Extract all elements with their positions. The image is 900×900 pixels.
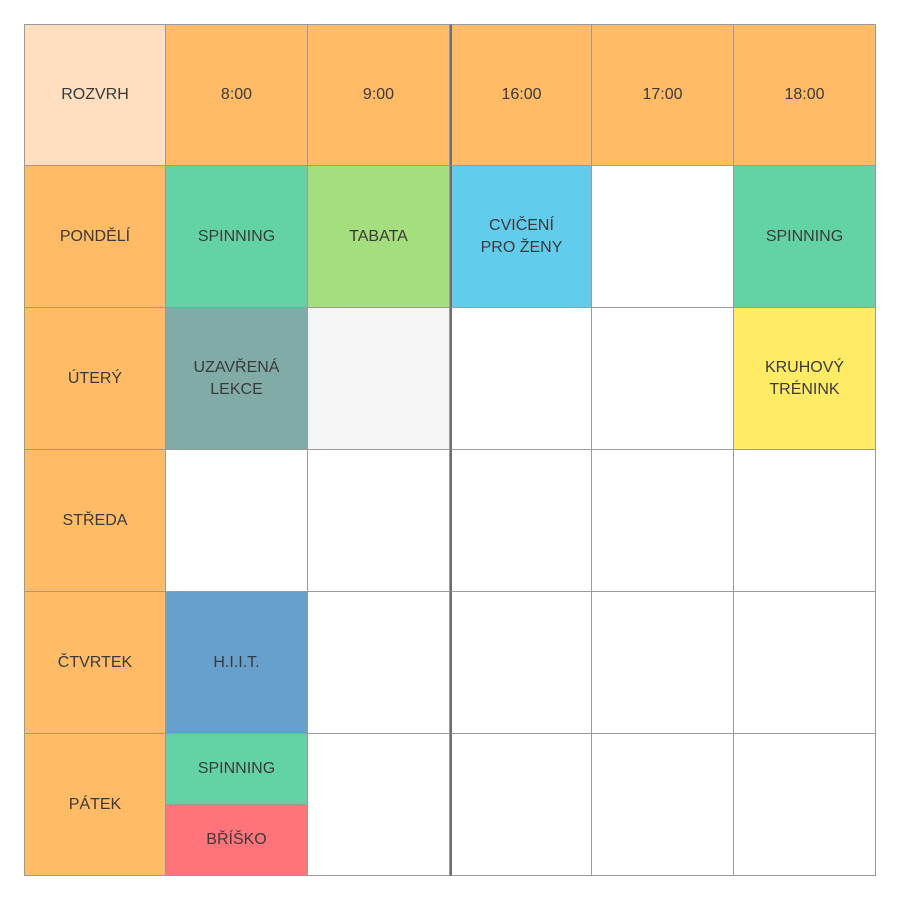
time-header-18: 18:00 [734, 24, 876, 166]
time-label: 16:00 [501, 86, 542, 103]
empty-cell-thursday-18 [734, 592, 876, 734]
class-cell-monday-8[interactable]: SPINNING [166, 166, 308, 308]
empty-cell-friday-16 [450, 734, 592, 876]
time-header-16: 16:00 [450, 24, 592, 166]
time-label: 8:00 [220, 86, 253, 103]
class-label: BŘÍŠKO [206, 830, 267, 848]
day-header-friday: PÁTEK [24, 734, 166, 876]
class-label: KRUHOVÝ TRÉNINK [764, 358, 845, 398]
day-label: ČTVRTEK [57, 653, 133, 671]
class-label: UZAVŘENÁ LEKCE [193, 358, 280, 398]
corner-label: ROZVRH [61, 86, 129, 103]
empty-cell-wednesday-18 [734, 450, 876, 592]
class-cell-friday-8-bottom[interactable]: BŘÍŠKO [166, 804, 307, 875]
class-cell-tuesday-17 [592, 308, 734, 450]
class-cell-monday-9[interactable]: TABATA [308, 166, 450, 308]
day-label: PÁTEK [68, 795, 122, 813]
class-cell-monday-18[interactable]: SPINNING [734, 166, 876, 308]
class-label: H.I.I.T. [213, 653, 260, 671]
class-label: CVIČENÍ PRO ŽENY [480, 216, 563, 256]
class-label: SPINNING [765, 227, 844, 245]
time-header-9: 9:00 [308, 24, 450, 166]
empty-cell-wednesday-17 [592, 450, 734, 592]
day-label: PONDĚLÍ [59, 227, 131, 245]
empty-cell-friday-17 [592, 734, 734, 876]
day-header-tuesday: ÚTERÝ [24, 308, 166, 450]
class-cell-tuesday-9 [308, 308, 450, 450]
class-label: TABATA [349, 227, 408, 245]
class-label: SPINNING [197, 227, 276, 245]
class-cell-monday-17 [592, 166, 734, 308]
class-cell-tuesday-16 [450, 308, 592, 450]
class-cell-tuesday-18[interactable]: KRUHOVÝ TRÉNINK [734, 308, 876, 450]
day-label: STŘEDA [62, 511, 128, 529]
class-label: SPINNING [197, 759, 276, 777]
day-header-monday: PONDĚLÍ [24, 166, 166, 308]
day-header-thursday: ČTVRTEK [24, 592, 166, 734]
time-label: 18:00 [784, 86, 825, 103]
empty-cell-thursday-9 [308, 592, 450, 734]
weekly-schedule-table: ROZVRH 8:00 9:00 16:00 17:00 18:00 PONDĚ… [24, 24, 876, 876]
split-cell-friday-8: SPINNING BŘÍŠKO [166, 734, 308, 876]
time-label: 9:00 [362, 86, 395, 103]
time-header-17: 17:00 [592, 24, 734, 166]
empty-cell-wednesday-8 [166, 450, 308, 592]
empty-cell-friday-18 [734, 734, 876, 876]
empty-cell-thursday-17 [592, 592, 734, 734]
empty-cell-wednesday-16 [450, 450, 592, 592]
day-header-wednesday: STŘEDA [24, 450, 166, 592]
empty-cell-friday-9 [308, 734, 450, 876]
time-header-8: 8:00 [166, 24, 308, 166]
empty-cell-wednesday-9 [308, 450, 450, 592]
corner-header-cell: ROZVRH [24, 24, 166, 166]
class-cell-monday-16[interactable]: CVIČENÍ PRO ŽENY [450, 166, 592, 308]
class-cell-thursday-8[interactable]: H.I.I.T. [166, 592, 308, 734]
time-label: 17:00 [642, 86, 683, 103]
class-cell-friday-8-top[interactable]: SPINNING [166, 734, 307, 805]
class-cell-tuesday-8[interactable]: UZAVŘENÁ LEKCE [166, 308, 308, 450]
empty-cell-thursday-16 [450, 592, 592, 734]
day-label: ÚTERÝ [67, 369, 123, 387]
